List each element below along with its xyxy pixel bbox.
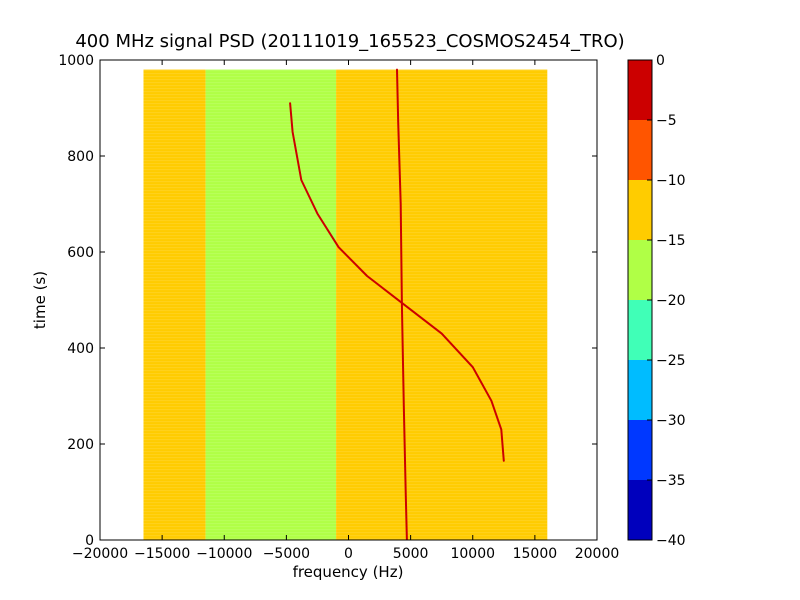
x-axis-ticks: −20000 −15000 −10000 −5000 0 5000 10000 15000 20… bbox=[72, 60, 619, 562]
y-axis-ticks: 0 200 400 600 800 1000 bbox=[58, 53, 597, 549]
colorbar-tick-label: −25 bbox=[656, 353, 686, 369]
x-tick-label: 5000 bbox=[393, 546, 429, 562]
y-tick-label: 800 bbox=[67, 149, 94, 165]
x-tick-label: −5000 bbox=[263, 546, 310, 562]
colorbar-tick-label: −35 bbox=[656, 473, 686, 489]
colorbar-tick-label: −5 bbox=[656, 113, 677, 129]
heatmap-row-texture bbox=[143, 70, 548, 540]
colorbar-segment bbox=[628, 240, 652, 300]
colorbar-tick-label: −30 bbox=[656, 413, 686, 429]
colorbar-segment bbox=[628, 180, 652, 240]
colorbar-segment bbox=[628, 60, 652, 120]
x-tick-label: 15000 bbox=[513, 546, 558, 562]
y-tick-label: 400 bbox=[67, 341, 94, 357]
heatmap-band-1 bbox=[205, 69, 337, 540]
y-tick-label: 1000 bbox=[58, 53, 94, 69]
colorbar-tick-label: −10 bbox=[656, 173, 686, 189]
heatmap-bands bbox=[143, 69, 548, 540]
signal-trace-1 bbox=[396, 68, 408, 540]
colorbar-segment bbox=[628, 420, 652, 480]
y-tick-label: 600 bbox=[67, 245, 94, 261]
signal-traces bbox=[289, 68, 505, 540]
x-tick-label: 20000 bbox=[575, 546, 620, 562]
x-tick-label: −20000 bbox=[72, 546, 128, 562]
x-tick-label: −10000 bbox=[196, 546, 252, 562]
y-tick-label: 0 bbox=[85, 533, 94, 549]
colorbar-segment bbox=[628, 360, 652, 420]
colorbar: −40 −35 −30 −25 −20 −15 −10 −5 0 bbox=[627, 53, 686, 549]
x-tick-label: 0 bbox=[344, 546, 353, 562]
colorbar-segment bbox=[628, 300, 652, 360]
colorbar-tick-label: −40 bbox=[656, 533, 686, 549]
x-tick-label: 10000 bbox=[450, 546, 495, 562]
y-tick-label: 200 bbox=[67, 437, 94, 453]
heatmap-band-0 bbox=[143, 69, 206, 540]
colorbar-segment bbox=[628, 480, 652, 540]
colorbar-tick-label: −15 bbox=[656, 233, 686, 249]
signal-trace-0 bbox=[289, 102, 505, 462]
heatmap-band-2 bbox=[336, 69, 548, 540]
chart-title: 400 MHz signal PSD (20111019_165523_COSM… bbox=[75, 31, 624, 52]
colorbar-tick-label: 0 bbox=[656, 53, 665, 69]
x-axis-label: frequency (Hz) bbox=[293, 563, 404, 581]
y-axis-label: time (s) bbox=[31, 271, 49, 329]
x-tick-label: −15000 bbox=[134, 546, 190, 562]
colorbar-tick-label: −20 bbox=[656, 293, 686, 309]
colorbar-segment bbox=[628, 120, 652, 180]
